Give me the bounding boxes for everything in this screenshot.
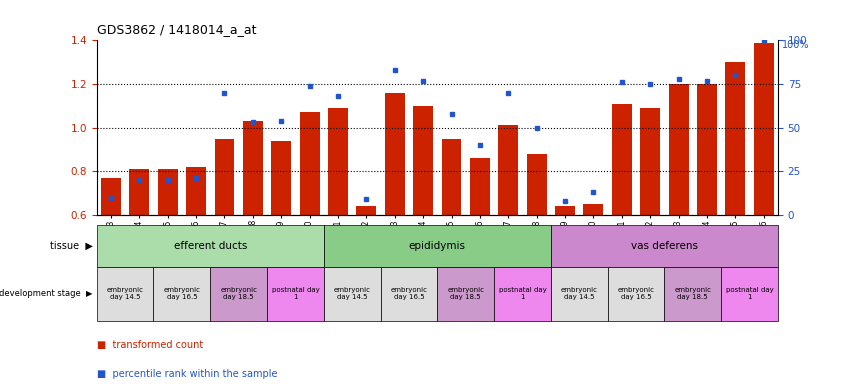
Bar [186, 167, 206, 215]
Text: embryonic
day 14.5: embryonic day 14.5 [107, 287, 144, 300]
Bar [669, 84, 689, 215]
Bar [612, 104, 632, 215]
Bar [153, 267, 210, 321]
Bar [385, 93, 405, 215]
Text: efferent ducts: efferent ducts [173, 241, 247, 251]
Bar [97, 267, 153, 321]
Bar [697, 84, 717, 215]
Text: embryonic
day 14.5: embryonic day 14.5 [334, 287, 371, 300]
Text: vas deferens: vas deferens [631, 241, 698, 251]
Bar [413, 106, 433, 215]
Bar [101, 178, 121, 215]
Bar [607, 267, 664, 321]
Text: 100%: 100% [782, 40, 810, 50]
Bar [551, 225, 778, 267]
Text: embryonic
day 16.5: embryonic day 16.5 [390, 287, 427, 300]
Text: development stage  ▶: development stage ▶ [0, 289, 93, 298]
Bar [664, 267, 721, 321]
Bar [754, 43, 774, 215]
Text: postnatal day
1: postnatal day 1 [272, 287, 320, 300]
Bar [267, 267, 324, 321]
Bar [380, 267, 437, 321]
Bar [158, 169, 177, 215]
Bar [494, 267, 551, 321]
Bar [442, 139, 462, 215]
Text: embryonic
day 16.5: embryonic day 16.5 [163, 287, 200, 300]
Bar [555, 206, 575, 215]
Text: embryonic
day 16.5: embryonic day 16.5 [617, 287, 654, 300]
Text: GDS3862 / 1418014_a_at: GDS3862 / 1418014_a_at [97, 23, 257, 36]
Text: tissue  ▶: tissue ▶ [50, 241, 93, 251]
Text: embryonic
day 18.5: embryonic day 18.5 [674, 287, 711, 300]
Bar [640, 108, 660, 215]
Bar [272, 141, 291, 215]
Text: ■  percentile rank within the sample: ■ percentile rank within the sample [97, 369, 278, 379]
Bar [526, 154, 547, 215]
Bar [324, 225, 551, 267]
Text: epididymis: epididymis [409, 241, 466, 251]
Bar [328, 108, 348, 215]
Text: postnatal day
1: postnatal day 1 [499, 287, 547, 300]
Bar [726, 62, 745, 215]
Bar [97, 225, 324, 267]
Text: embryonic
day 18.5: embryonic day 18.5 [220, 287, 257, 300]
Bar [551, 267, 607, 321]
Bar [499, 126, 518, 215]
Bar [214, 139, 235, 215]
Bar [357, 206, 376, 215]
Bar [437, 267, 494, 321]
Text: embryonic
day 14.5: embryonic day 14.5 [561, 287, 598, 300]
Text: postnatal day
1: postnatal day 1 [726, 287, 774, 300]
Bar [584, 204, 603, 215]
Bar [130, 169, 149, 215]
Text: ■  transformed count: ■ transformed count [97, 340, 203, 350]
Bar [721, 267, 778, 321]
Text: embryonic
day 18.5: embryonic day 18.5 [447, 287, 484, 300]
Bar [210, 267, 267, 321]
Bar [470, 158, 489, 215]
Bar [243, 121, 262, 215]
Bar [299, 113, 320, 215]
Bar [324, 267, 380, 321]
